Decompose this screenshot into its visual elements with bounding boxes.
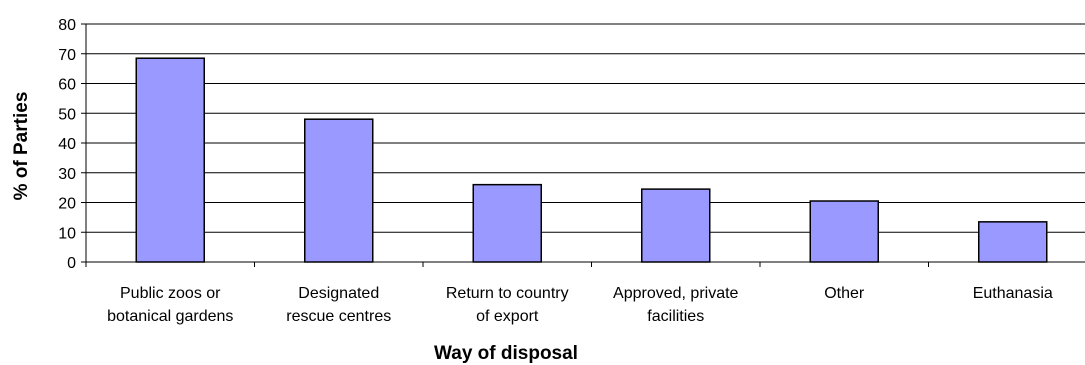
x-tick-label: Designated xyxy=(298,285,379,302)
bar xyxy=(978,221,1048,263)
x-tick-label: of export xyxy=(476,308,539,325)
x-tick-label: Public zoos or xyxy=(120,285,221,302)
y-tick-label: 20 xyxy=(58,196,76,213)
y-tick-label: 60 xyxy=(58,77,76,94)
x-tick-label: Other xyxy=(824,285,865,302)
y-tick-label: 0 xyxy=(67,255,76,272)
y-tick-label: 30 xyxy=(58,166,76,183)
bar xyxy=(472,183,542,263)
y-tick-labels: 0 10 20 30 40 50 60 70 80 xyxy=(58,17,76,272)
bar xyxy=(304,118,374,263)
x-tick-label: Approved, private xyxy=(613,285,739,302)
y-tick-label: 80 xyxy=(58,17,76,34)
bar xyxy=(135,57,205,263)
x-tick-labels: Public zoos or botanical gardens Designate… xyxy=(107,285,1053,325)
y-tick-label: 70 xyxy=(58,47,76,64)
bar xyxy=(809,200,879,263)
y-tick-label: 10 xyxy=(58,225,76,242)
axes xyxy=(81,23,1085,267)
gridlines xyxy=(86,23,1085,233)
y-tick-label: 50 xyxy=(58,106,76,123)
x-tick-label: Euthanasia xyxy=(973,285,1053,302)
bars xyxy=(135,57,1048,263)
y-axis-title: % of Parties xyxy=(11,92,32,201)
x-axis-title: Way of disposal xyxy=(434,343,578,364)
x-tick-label: rescue centres xyxy=(286,308,391,325)
y-tick-label: 40 xyxy=(58,136,76,153)
x-tick-label: botanical gardens xyxy=(107,308,233,325)
x-tick-label: Return to country xyxy=(446,285,569,302)
x-tick-label: facilities xyxy=(647,308,704,325)
bar xyxy=(641,188,711,263)
